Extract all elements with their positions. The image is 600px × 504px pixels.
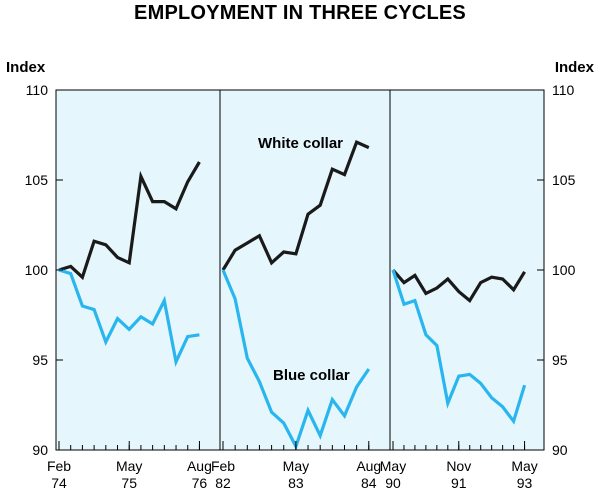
y-tick-label-left: 100	[25, 262, 49, 278]
y-tick-label-left: 105	[25, 172, 49, 188]
y-tick-label-right: 110	[552, 82, 575, 98]
series-line-blue-collar-panel-1	[58, 268, 200, 367]
chart-title: EMPLOYMENT IN THREE CYCLES	[134, 2, 466, 24]
annotation-white-collar: White collar	[258, 135, 343, 152]
x-tick-label-year: 76	[192, 475, 208, 491]
x-tick-label-month: Feb	[211, 458, 235, 474]
series-line-white-collar-panel-3	[391, 268, 526, 304]
series-line-white-collar-panel-1	[58, 161, 201, 281]
x-tick-label-month: May	[380, 458, 406, 474]
y-tick-label-left: 110	[26, 82, 49, 98]
x-tick-label-month: Aug	[356, 458, 381, 474]
x-tick-label-year: 83	[288, 475, 304, 491]
x-tick-label-year: 90	[385, 475, 401, 491]
x-tick-label-year: 91	[451, 475, 467, 491]
y-tick-label-right: 90	[552, 442, 568, 458]
x-tick-label-month: Nov	[446, 458, 471, 474]
series-layer	[58, 140, 527, 451]
y-axis-label-left: Index	[6, 59, 46, 76]
x-tick-label-month: Aug	[187, 458, 212, 474]
x-tick-label-year: 82	[215, 475, 231, 491]
x-tick-label-year: 75	[121, 475, 137, 491]
y-axis-label-right: Index	[555, 59, 595, 76]
series-line-blue-collar-panel-3	[391, 269, 527, 425]
y-tick-label-right: 105	[552, 172, 576, 188]
divider-layer	[219, 90, 391, 450]
series-line-white-collar-panel-2	[221, 140, 370, 271]
x-tick-label-month: May	[283, 458, 309, 474]
x-tick-label-year: 84	[361, 475, 377, 491]
annotation-blue-collar: Blue collar	[273, 367, 350, 384]
y-tick-label-right: 100	[552, 262, 576, 278]
y-tick-label-left: 95	[32, 352, 48, 368]
y-tick-label-left: 90	[32, 442, 48, 458]
x-tick-label-year: 74	[51, 475, 67, 491]
y-tick-label-right: 95	[552, 352, 568, 368]
x-tick-label-month: May	[511, 458, 537, 474]
x-tick-label-year: 93	[517, 475, 533, 491]
x-tick-label-month: May	[116, 458, 142, 474]
x-tick-label-month: Feb	[47, 458, 71, 474]
